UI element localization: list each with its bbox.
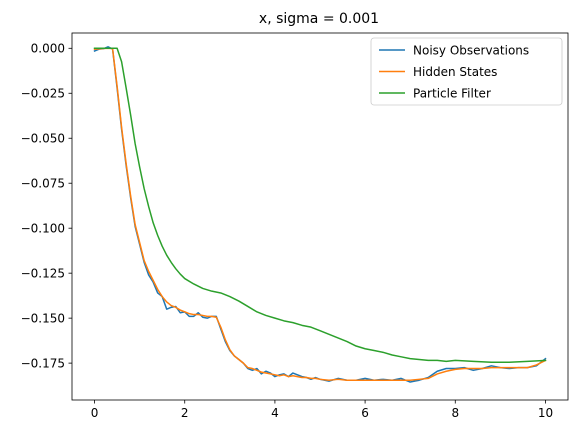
x-tick-label: 8 bbox=[451, 406, 459, 420]
legend: Noisy Observations Hidden States Particle … bbox=[370, 37, 563, 106]
plot-frame bbox=[71, 32, 569, 401]
series-layer bbox=[93, 46, 547, 383]
y-tick-label: 0.000 bbox=[31, 42, 65, 56]
x-tick-label: 10 bbox=[538, 406, 553, 420]
y-tick-label: −0.175 bbox=[21, 356, 65, 370]
y-tick-label: −0.050 bbox=[21, 132, 65, 146]
y-tick-label: −0.025 bbox=[21, 87, 65, 101]
x-tick-label: 0 bbox=[91, 406, 99, 420]
chart-title: x, sigma = 0.001 bbox=[259, 11, 379, 27]
x-tick-label: 2 bbox=[181, 406, 189, 420]
y-tick-label: −0.150 bbox=[21, 311, 65, 325]
legend-label: Noisy Observations bbox=[413, 43, 529, 57]
legend-label: Hidden States bbox=[413, 65, 497, 79]
series-line-hidden-states bbox=[93, 47, 547, 381]
legend-label: Particle Filter bbox=[413, 86, 491, 100]
legend-box bbox=[370, 37, 563, 106]
y-axis: 0.000 −0.025 −0.050 −0.075 −0.100 −0.125 −0.15… bbox=[21, 42, 72, 370]
y-tick-label: −0.075 bbox=[21, 177, 65, 191]
y-tick-label: −0.125 bbox=[21, 266, 65, 280]
x-tick-label: 4 bbox=[271, 406, 279, 420]
x-axis: 0 2 4 6 8 10 bbox=[91, 400, 553, 420]
x-tick-label: 6 bbox=[361, 406, 369, 420]
series-line-particle-filter bbox=[93, 47, 547, 363]
plot-area bbox=[71, 32, 569, 401]
y-tick-label: −0.100 bbox=[21, 221, 65, 235]
